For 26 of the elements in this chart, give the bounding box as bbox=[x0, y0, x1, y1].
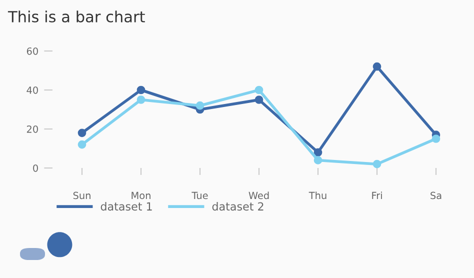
point bbox=[196, 101, 204, 110]
point bbox=[78, 128, 86, 138]
point bbox=[372, 62, 382, 71]
chart-title: This is a bar chart bbox=[8, 10, 145, 22]
point bbox=[254, 86, 264, 94]
x-tick-label: Tue bbox=[192, 192, 208, 200]
point bbox=[78, 140, 86, 149]
x-tick-label: Sa bbox=[430, 192, 442, 200]
x-tick-label: Mon bbox=[132, 192, 150, 200]
point bbox=[314, 148, 322, 157]
point bbox=[314, 156, 322, 164]
y-tick-label: 60 bbox=[26, 47, 38, 55]
y-tick-label: 0 bbox=[33, 164, 38, 172]
point bbox=[432, 134, 440, 143]
point bbox=[136, 86, 146, 94]
legend-label: dataset 1 bbox=[100, 202, 152, 211]
point bbox=[254, 96, 264, 104]
y-tick-label: 40 bbox=[26, 86, 38, 94]
point bbox=[136, 96, 146, 104]
point bbox=[372, 160, 382, 168]
x-tick-label: Thu bbox=[308, 192, 326, 200]
x-tick-label: Wed bbox=[248, 192, 269, 200]
x-tick-label: Sun bbox=[73, 192, 90, 200]
y-tick-label: 20 bbox=[26, 125, 38, 133]
x-tick-label: Fri bbox=[372, 192, 382, 199]
legend-label: dataset 2 bbox=[212, 202, 264, 211]
